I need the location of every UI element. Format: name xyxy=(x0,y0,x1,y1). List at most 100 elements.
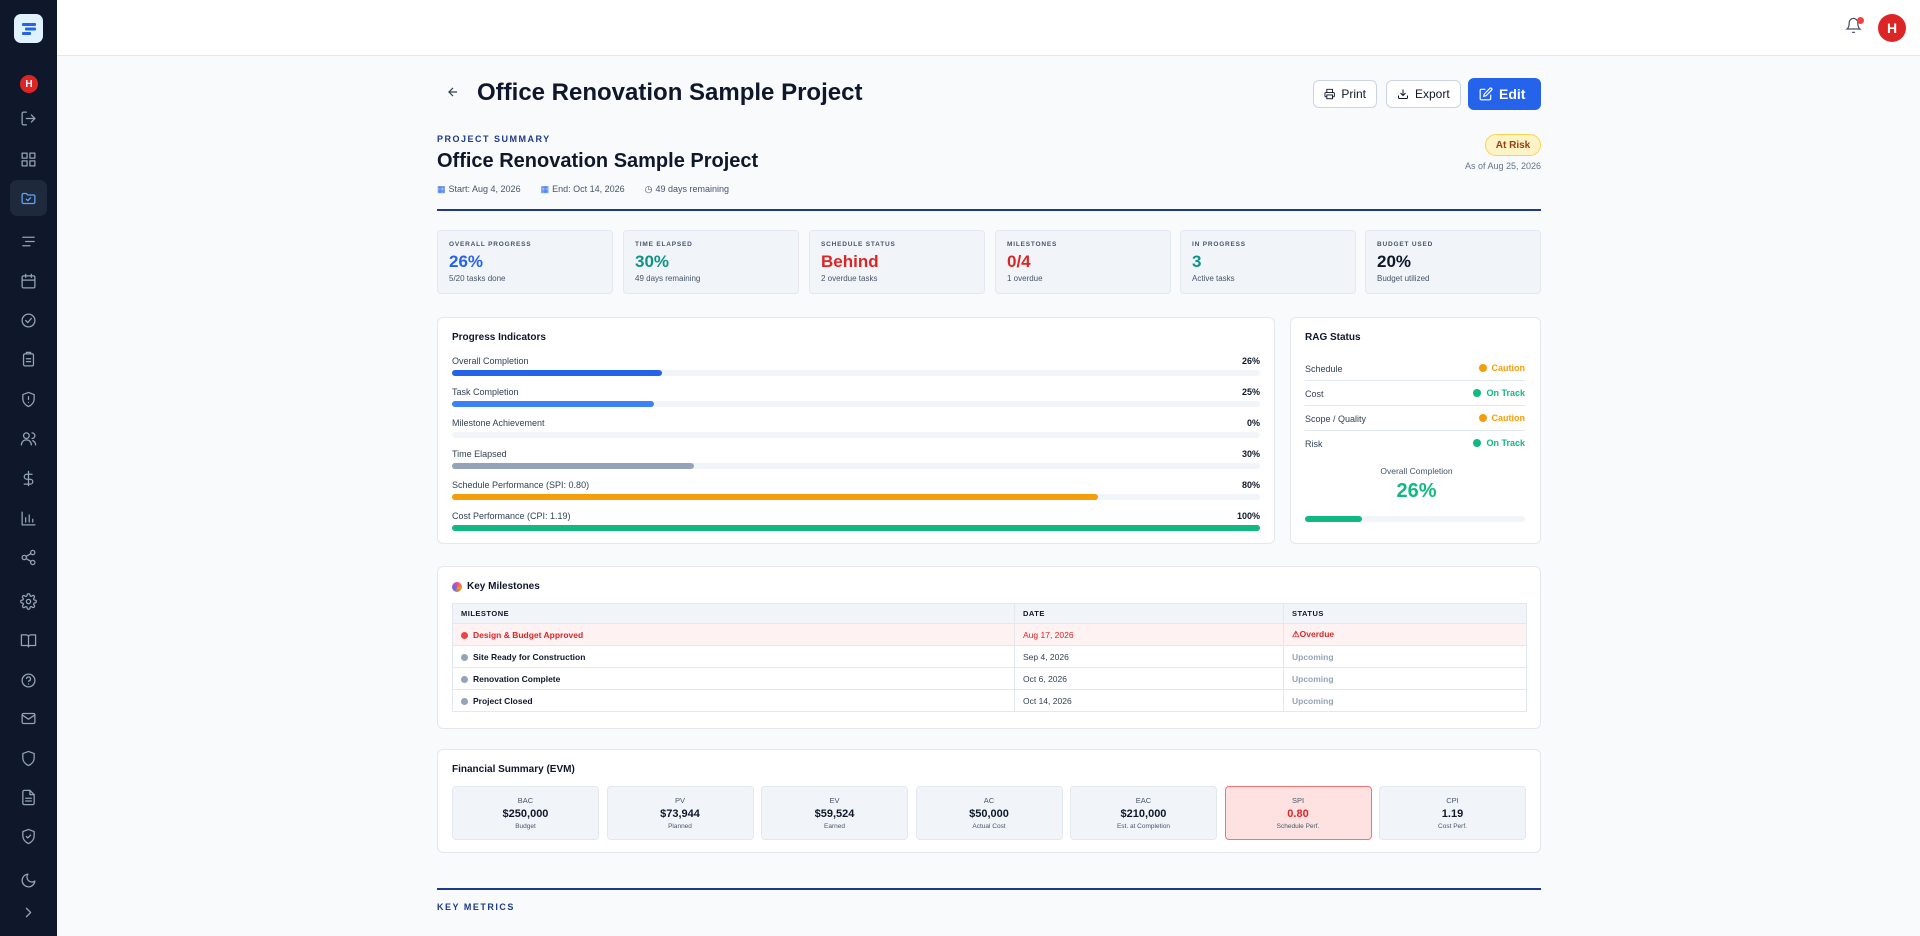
evm-value: $250,000 xyxy=(502,808,549,820)
sidebar-item-logout[interactable] xyxy=(10,100,47,136)
sidebar-item-messages[interactable] xyxy=(10,700,47,736)
rag-label: Schedule xyxy=(1305,364,1343,374)
sidebar-item-tasks[interactable] xyxy=(10,223,47,259)
progress-label: Schedule Performance (SPI: 0.80) xyxy=(452,480,590,490)
download-icon xyxy=(1398,89,1408,99)
progress-value: 26% xyxy=(1241,356,1260,366)
sidebar-item-team[interactable] xyxy=(10,420,47,456)
status-dot xyxy=(1478,414,1487,422)
moon-icon xyxy=(21,872,36,887)
notifications-button[interactable] xyxy=(1845,17,1867,39)
evm-label: PV xyxy=(674,796,685,805)
milestone-name: Site Ready for Construction xyxy=(452,645,1015,668)
sidebar-item-security[interactable] xyxy=(10,740,47,776)
edit-label: Edit xyxy=(1499,86,1526,102)
shield-icon xyxy=(22,750,35,766)
edit-button[interactable]: Edit xyxy=(1468,78,1541,110)
kpi-sub: Budget utilized xyxy=(1377,274,1430,283)
print-button[interactable]: Print xyxy=(1313,80,1377,108)
days-remaining: ◷ 49 days remaining xyxy=(645,184,729,195)
progress-track xyxy=(452,432,1260,438)
check-circle-icon xyxy=(21,312,36,328)
milestone-date: Oct 6, 2026 xyxy=(1014,667,1284,690)
sidebar-item-settings[interactable] xyxy=(10,583,47,619)
printer-icon xyxy=(1324,88,1335,100)
kpi-value: 0/4 xyxy=(1007,252,1031,271)
progress-row: Task Completion 25% xyxy=(452,387,1260,407)
milestone-status: ⚠Overdue xyxy=(1283,623,1527,646)
progress-row: Time Elapsed 30% xyxy=(452,449,1260,469)
status-dot xyxy=(1473,439,1482,447)
milestone-name-text: Design & Budget Approved xyxy=(473,629,584,640)
page-header: Office Renovation Sample Project Print E… xyxy=(437,76,1541,112)
kpi-card-overall-progress: OVERALL PROGRESS 26% 5/20 tasks done xyxy=(437,230,613,294)
share-icon xyxy=(21,549,36,565)
rag-label: Cost xyxy=(1305,389,1324,399)
progress-track xyxy=(452,401,1260,407)
print-label: Print xyxy=(1341,87,1366,101)
dollar-icon xyxy=(23,470,34,486)
kpi-label: SCHEDULE STATUS xyxy=(821,241,896,248)
completion-bar-fill xyxy=(1305,516,1363,522)
sidebar-item-budget[interactable] xyxy=(10,460,47,496)
sidebar-expand-button[interactable] xyxy=(10,894,47,930)
start-date: ▦ Start: Aug 4, 2026 xyxy=(437,184,521,195)
theme-toggle[interactable] xyxy=(10,862,47,898)
milestone-date: Oct 14, 2026 xyxy=(1014,689,1284,712)
progress-track xyxy=(452,463,1260,469)
progress-fill xyxy=(452,494,1099,500)
back-button[interactable] xyxy=(441,80,465,104)
milestone-status: Upcoming xyxy=(1283,667,1527,690)
status-dot xyxy=(461,675,468,683)
sidebar-item-dashboard[interactable] xyxy=(10,141,47,177)
completion-label: Overall Completion xyxy=(1380,466,1453,476)
panel-title: RAG Status xyxy=(1305,332,1361,343)
summary-title: Office Renovation Sample Project xyxy=(437,150,759,172)
progress-fill xyxy=(452,525,1260,531)
sidebar-item-risks[interactable] xyxy=(10,381,47,417)
rag-label: Scope / Quality xyxy=(1305,414,1367,424)
sidebar-item-help[interactable] xyxy=(10,662,47,698)
sidebar-item-integrations[interactable] xyxy=(10,539,47,575)
kpi-value: 30% xyxy=(635,252,670,271)
section-label: PROJECT SUMMARY xyxy=(437,134,551,144)
end-date-text: End: Oct 14, 2026 xyxy=(552,184,625,194)
calendar-icon: ▦ xyxy=(437,184,446,194)
chevron-right-icon xyxy=(25,907,32,917)
sidebar-item-compliance[interactable] xyxy=(10,818,47,854)
sidebar-item-docs[interactable] xyxy=(10,622,47,658)
export-button[interactable]: Export xyxy=(1386,80,1461,108)
progress-label: Cost Performance (CPI: 1.19) xyxy=(452,511,571,521)
table-row[interactable]: Project Closed Oct 14, 2026 Upcoming xyxy=(452,689,1527,712)
days-remaining-text: 49 days remaining xyxy=(655,184,730,194)
milestone-name: Renovation Complete xyxy=(452,667,1015,690)
evm-sub: Actual Cost xyxy=(972,823,1006,830)
progress-fill xyxy=(452,401,654,407)
sidebar-item-projects[interactable] xyxy=(10,180,47,216)
sidebar-item-calendar[interactable] xyxy=(10,263,47,299)
status-dot xyxy=(461,653,468,661)
evm-sub: Cost Perf. xyxy=(1438,823,1467,830)
rag-status-text: On Track xyxy=(1486,388,1525,398)
app-logo[interactable] xyxy=(14,14,43,43)
sidebar-item-analytics[interactable] xyxy=(10,500,47,536)
sidebar-item-approvals[interactable] xyxy=(10,302,47,338)
edit-icon xyxy=(1479,87,1493,101)
status-badge: At Risk xyxy=(1485,134,1541,156)
panel-title: Key Milestones xyxy=(467,581,540,592)
table-row[interactable]: Design & Budget Approved Aug 17, 2026 ⚠O… xyxy=(452,623,1527,646)
table-row[interactable]: Site Ready for Construction Sep 4, 2026 … xyxy=(452,645,1527,668)
evm-sub: Planned xyxy=(668,823,692,830)
progress-value: 100% xyxy=(1236,511,1260,521)
sidebar-item-documents[interactable] xyxy=(10,779,47,815)
progress-track xyxy=(452,494,1260,500)
evm-card-eac: EAC $210,000 Est. at Completion xyxy=(1070,786,1217,840)
sidebar-avatar[interactable]: H xyxy=(20,75,38,93)
table-row[interactable]: Renovation Complete Oct 6, 2026 Upcoming xyxy=(452,667,1527,690)
topbar: H xyxy=(57,0,1920,56)
kpi-sub: 2 overdue tasks xyxy=(821,274,878,283)
rag-row: Schedule Caution xyxy=(1305,356,1525,381)
evm-card-pv: PV $73,944 Planned xyxy=(606,786,754,840)
user-avatar[interactable]: H xyxy=(1878,14,1906,42)
sidebar-item-reports[interactable] xyxy=(10,341,47,377)
